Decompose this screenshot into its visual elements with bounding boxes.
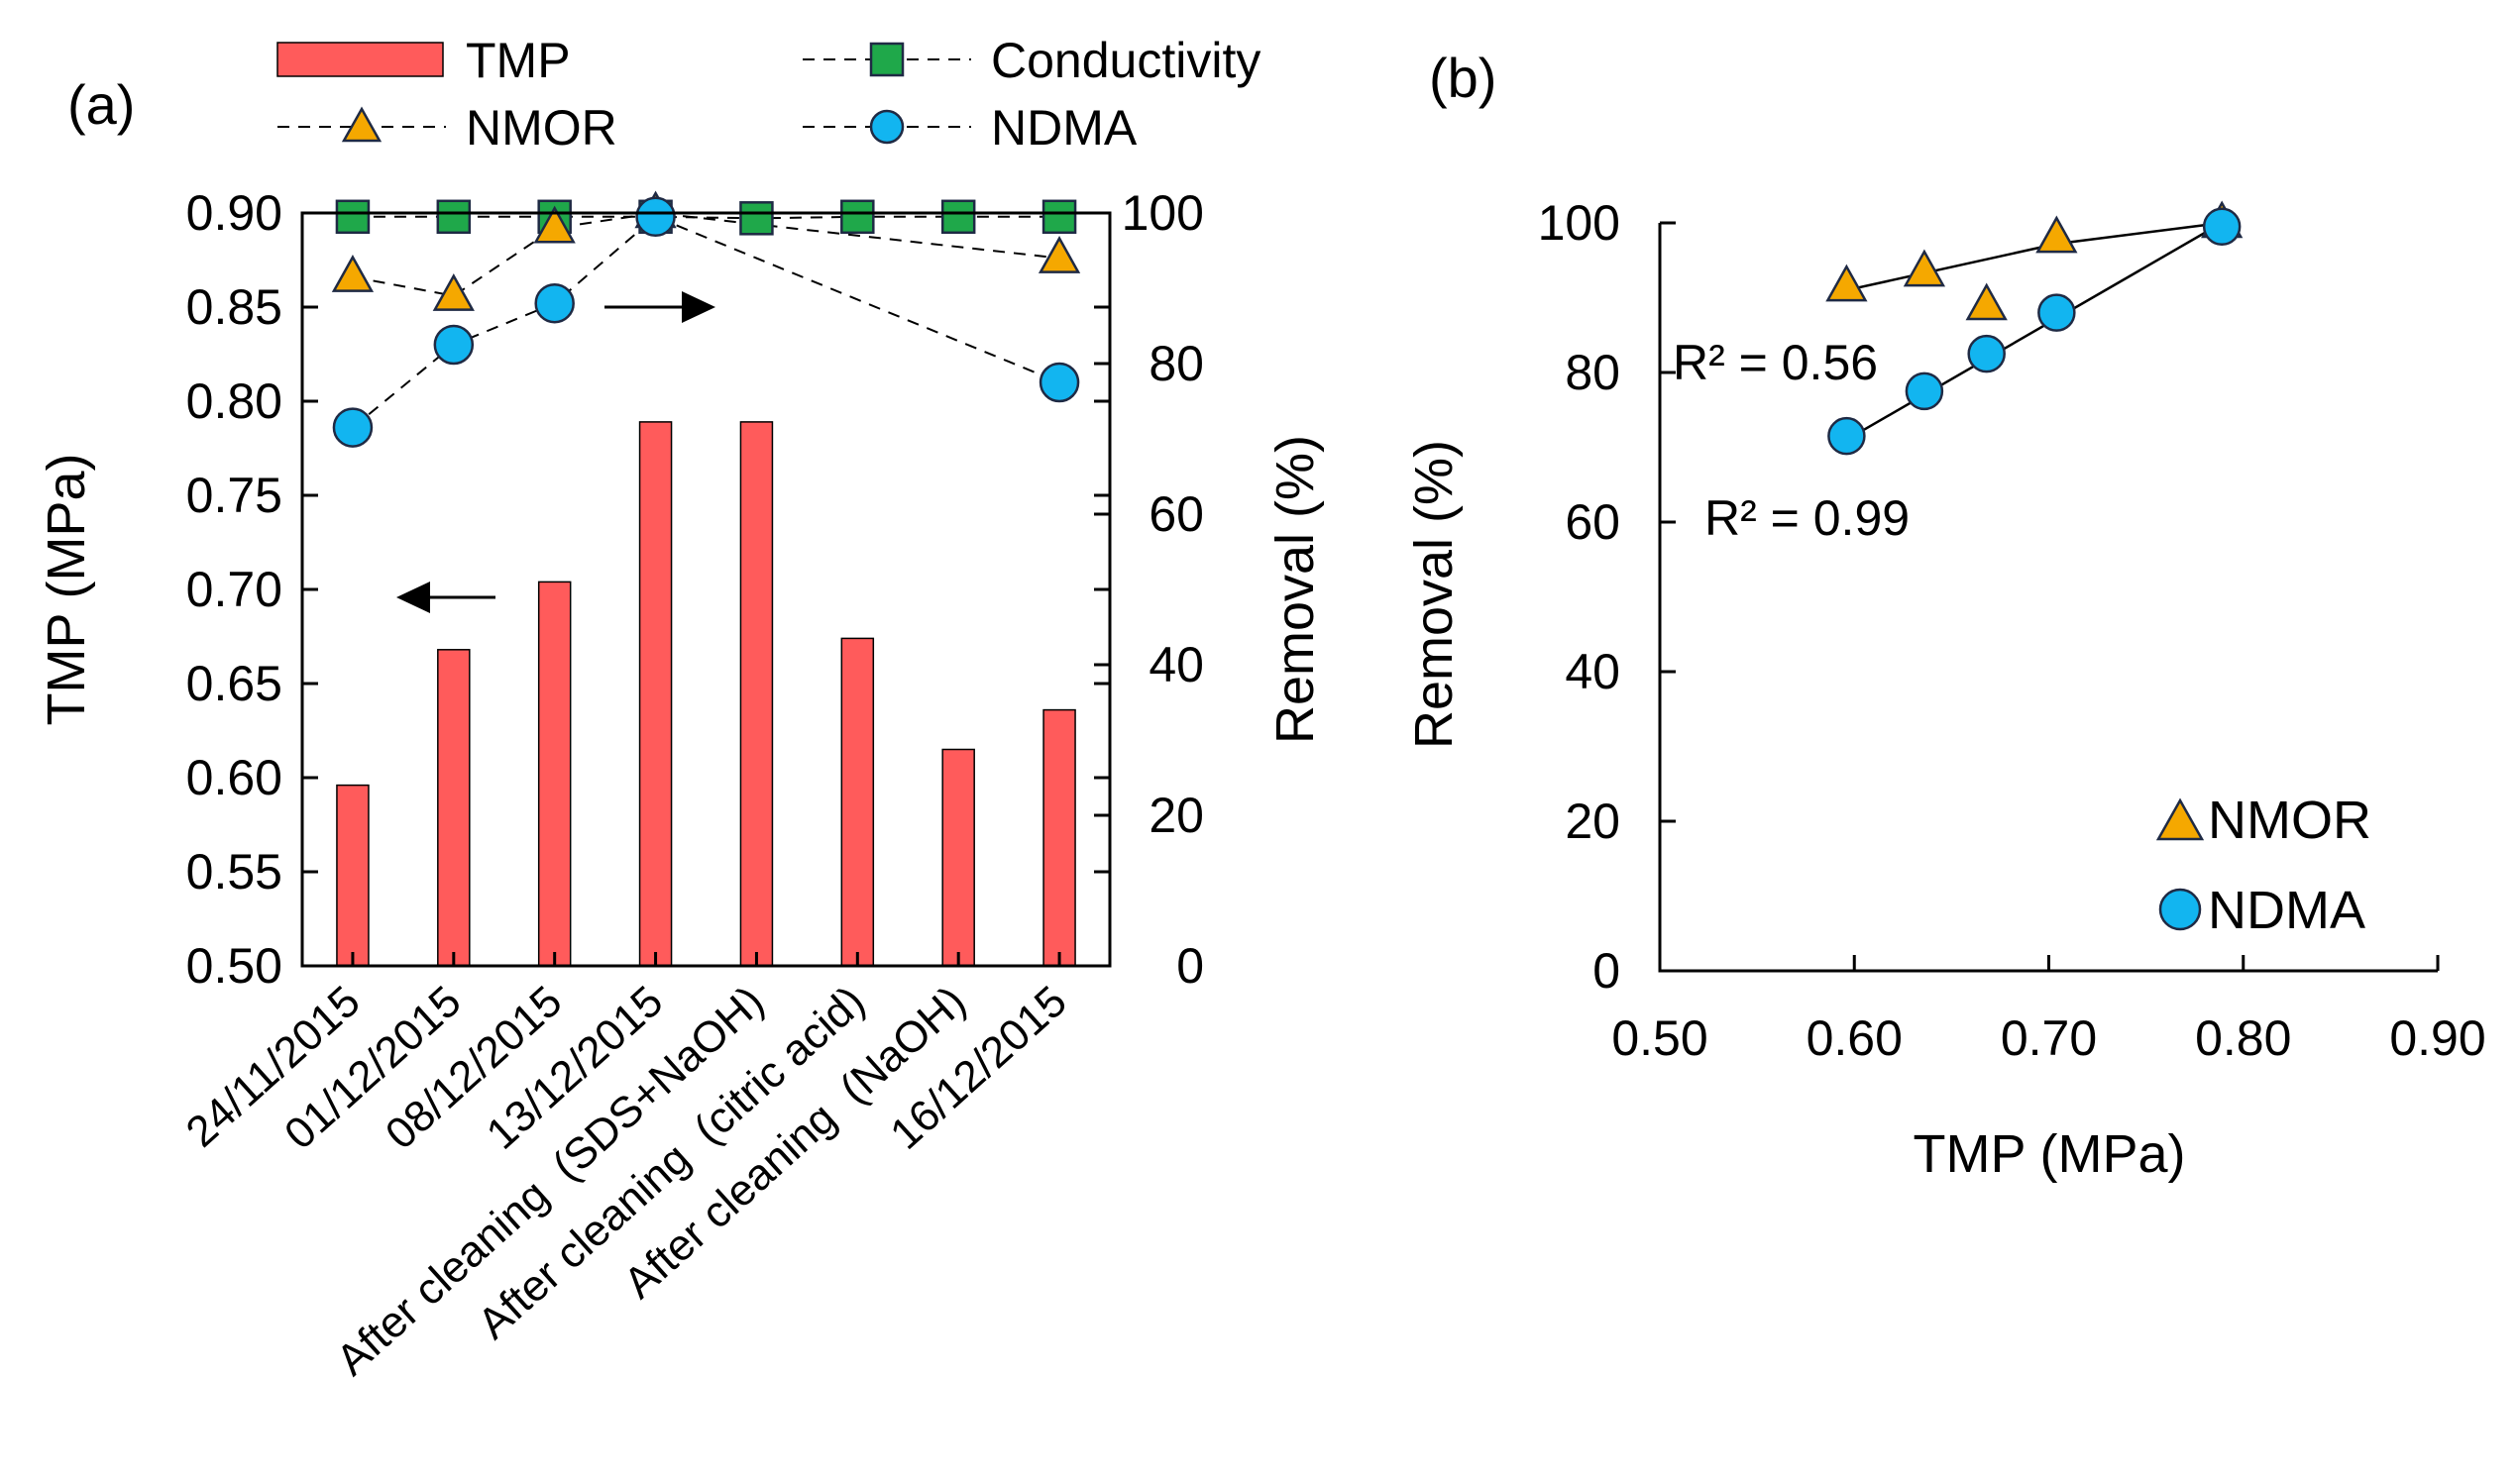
right-tick-label-6: 100 — [1122, 185, 1204, 241]
conductivity-marker-8 — [1041, 199, 1077, 235]
ndma-point-5 — [2202, 207, 2242, 247]
b-x-tick-label-5: 0.90 — [2389, 1010, 2485, 1066]
ndma-marker-1 — [332, 407, 374, 448]
nmor-point-3 — [1965, 282, 2008, 321]
tmp-bar-6 — [840, 637, 875, 967]
b-x-tick-label-4: 0.80 — [2195, 1010, 2291, 1066]
tmp-bar-7 — [941, 748, 975, 967]
legend-b-ndma-marker — [2158, 888, 2202, 931]
panel-b-y-axis-title: Removal (%) — [1404, 440, 1464, 749]
b-x-tick-label-2: 0.60 — [1807, 1010, 1903, 1066]
ndma-fit-line — [1845, 221, 2223, 442]
panel-b-label: (b) — [1429, 47, 1496, 109]
nmor-point-1 — [1825, 264, 1868, 302]
ndma-r-squared-label: R² = 0.99 — [1704, 490, 1910, 546]
panel-a-legend: TMP Conductivity NMOR NDMA — [276, 33, 1260, 156]
left-tick-label-4: 0.65 — [186, 656, 282, 711]
b-y-tick-label-3: 40 — [1565, 644, 1620, 699]
left-tick-label-8: 0.85 — [186, 279, 282, 335]
left-tick-label-2: 0.55 — [186, 844, 282, 900]
fit-lines — [1845, 221, 2223, 442]
scatter-points — [1825, 200, 2244, 456]
panel-b: (b) 0 20 40 60 80 100 0.50 0.60 0.70 0.80 0.90 Re… — [1404, 47, 2486, 1184]
conductivity-marker-5 — [739, 201, 774, 236]
legend-conductivity-label: Conductivity — [991, 33, 1260, 88]
ndma-marker-8 — [1039, 362, 1080, 403]
nmor-marker-3 — [533, 205, 576, 244]
left-tick-label-6: 0.75 — [186, 468, 282, 523]
tmp-bar-3 — [537, 581, 572, 967]
left-tick-label-3: 0.60 — [186, 750, 282, 805]
b-y-tick-label-1: 0 — [1592, 943, 1620, 999]
right-tick-label-1: 0 — [1176, 938, 1204, 994]
ndma-point-2 — [1905, 371, 1944, 411]
removal-markers — [331, 190, 1081, 448]
tmp-bar-8 — [1042, 708, 1076, 967]
panel-a-category-axis: 24/11/201501/12/201508/12/201513/12/2015… — [177, 952, 1076, 1385]
ndma-point-4 — [2037, 293, 2076, 332]
legend-ndma-marker — [869, 109, 905, 145]
conductivity-marker-1 — [335, 199, 371, 235]
b-y-tick-label-6: 100 — [1538, 195, 1620, 251]
tmp-bars — [336, 421, 1076, 967]
legend-b-nmor-marker — [2155, 797, 2205, 841]
left-tick-label-5: 0.70 — [186, 562, 282, 617]
ndma-point-1 — [1827, 416, 1866, 456]
tmp-bar-1 — [336, 784, 370, 967]
left-tick-label-1: 0.50 — [186, 938, 282, 994]
panel-a-label: (a) — [67, 73, 135, 136]
legend-b-nmor-label: NMOR — [2208, 791, 2371, 850]
left-tick-label-9: 0.90 — [186, 185, 282, 241]
b-y-tick-label-4: 60 — [1565, 494, 1620, 550]
conductivity-marker-6 — [840, 199, 875, 235]
nmor-marker-8 — [1038, 236, 1081, 273]
panel-b-x-axis: 0.50 0.60 0.70 0.80 0.90 — [1611, 955, 2486, 1066]
nmor-point-2 — [1903, 249, 1946, 287]
ndma-line — [352, 215, 1060, 429]
panel-b-legend: NMOR NDMA — [2155, 791, 2371, 940]
panel-b-y-axis: 0 20 40 60 80 100 — [1538, 195, 1676, 999]
panel-a-right-axis: 0 20 40 60 80 100 — [1094, 185, 1204, 994]
ndma-point-3 — [1967, 334, 2006, 373]
panel-a: (a) TMP Conductivity NMOR NDMA 0.500.550… — [37, 33, 1325, 1385]
ndma-marker-3 — [534, 282, 575, 324]
tmp-bar-5 — [739, 421, 774, 967]
b-y-tick-label-5: 80 — [1565, 345, 1620, 400]
conductivity-marker-7 — [940, 199, 976, 235]
nmor-marker-1 — [331, 255, 375, 292]
b-y-tick-label-2: 20 — [1565, 794, 1620, 849]
nmor-r-squared-label: R² = 0.56 — [1673, 335, 1878, 390]
left-tick-label-7: 0.80 — [186, 373, 282, 429]
legend-ndma-label: NDMA — [991, 100, 1138, 156]
nmor-marker-2 — [432, 273, 475, 311]
legend-tmp-label: TMP — [466, 33, 571, 88]
right-tick-label-3: 40 — [1149, 637, 1204, 692]
b-x-tick-label-1: 0.50 — [1611, 1010, 1707, 1066]
legend-nmor-label: NMOR — [466, 100, 617, 156]
ndma-marker-4 — [635, 196, 676, 238]
removal-lines — [352, 211, 1060, 429]
panel-a-y2-axis-title: Removal (%) — [1265, 435, 1325, 744]
conductivity-marker-2 — [436, 199, 472, 235]
b-x-tick-label-3: 0.70 — [2001, 1010, 2097, 1066]
right-tick-label-4: 60 — [1149, 486, 1204, 542]
right-axis-arrow — [604, 291, 715, 323]
legend-conductivity-marker — [869, 42, 905, 77]
left-axis-arrow — [396, 582, 495, 613]
right-tick-label-5: 80 — [1149, 336, 1204, 391]
ndma-marker-2 — [433, 324, 475, 366]
legend-tmp-swatch — [276, 42, 444, 77]
panel-b-x-axis-title: TMP (MPa) — [1913, 1124, 2185, 1184]
nmor-point-4 — [2035, 215, 2078, 254]
right-tick-label-2: 20 — [1149, 788, 1204, 843]
panel-a-left-axis: 0.50 0.55 0.60 0.65 0.70 0.75 0.80 0.85 0.90 — [186, 185, 1110, 994]
nmor-line — [352, 211, 1060, 297]
legend-b-ndma-label: NDMA — [2208, 881, 2365, 940]
panel-a-y-axis-title: TMP (MPa) — [37, 453, 96, 725]
tmp-bar-4 — [638, 421, 673, 967]
legend-nmor-marker — [341, 106, 383, 143]
tmp-bar-2 — [437, 649, 471, 967]
